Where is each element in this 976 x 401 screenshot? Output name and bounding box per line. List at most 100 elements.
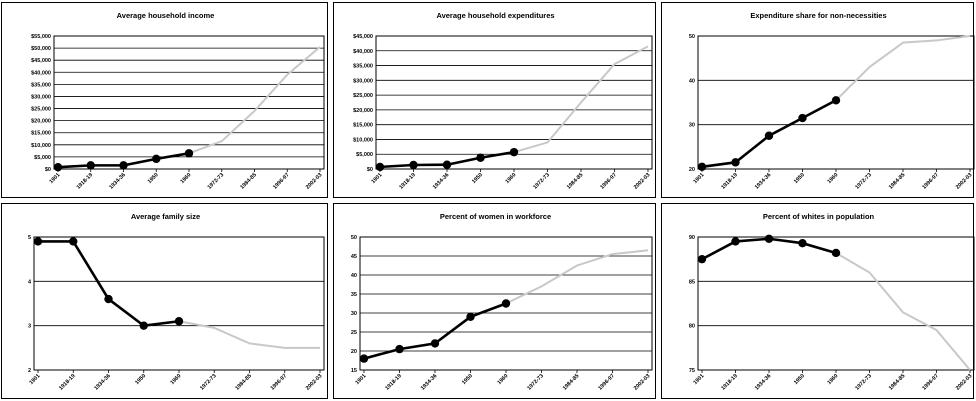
y-tick-label: $30,000 <box>31 94 51 100</box>
series-line-later <box>505 249 649 305</box>
y-tick-label: 2 <box>28 368 31 374</box>
data-point <box>409 160 418 170</box>
x-tick-label: 1950 <box>793 172 806 185</box>
chart-title: Percent of whites in population <box>763 212 875 221</box>
data-point <box>697 254 707 264</box>
x-tick-label: 1960 <box>497 373 510 386</box>
x-tick-label: 1950 <box>793 373 806 386</box>
data-point <box>375 162 385 172</box>
chart-title: Average family size <box>131 212 200 221</box>
x-tick-label: 1901 <box>371 172 384 185</box>
data-point <box>119 161 128 170</box>
y-tick-label: 85 <box>689 279 695 285</box>
chart-title: Expenditure share for non-necessities <box>750 11 886 20</box>
x-tick-label: 1960 <box>827 172 840 185</box>
x-tick-label: 1996-97 <box>270 373 289 392</box>
x-tick-label: 1960 <box>180 172 193 185</box>
x-tick-label: 1996-97 <box>921 373 940 392</box>
y-tick-label: $20,000 <box>353 108 373 114</box>
data-point <box>798 113 807 123</box>
data-point <box>395 344 404 354</box>
data-point <box>152 154 161 164</box>
y-tick-label: $30,000 <box>353 78 373 84</box>
y-tick-label: 50 <box>351 235 357 241</box>
y-tick-label: 20 <box>689 167 695 173</box>
x-tick-label: 1984-85 <box>239 172 258 191</box>
y-tick-label: 90 <box>689 235 695 241</box>
data-point <box>86 161 95 170</box>
y-tick-label: $25,000 <box>353 93 373 99</box>
y-tick-label: $0 <box>367 167 373 173</box>
y-tick-label: $15,000 <box>353 123 373 129</box>
chart-svg: Average household income $0 $5,000 $10,000 $… <box>31 11 325 191</box>
y-tick-label: 40 <box>351 273 357 279</box>
data-point <box>476 153 485 162</box>
data-point <box>69 237 78 246</box>
y-tick-label: 30 <box>351 311 357 317</box>
x-tick-label: 1972-73 <box>526 373 545 392</box>
y-tick-label: $45,000 <box>31 58 51 64</box>
y-tick-label: $0 <box>45 167 51 173</box>
x-tick-label: 1972-73 <box>207 172 226 191</box>
data-point <box>697 162 707 171</box>
series-line-later <box>835 35 971 101</box>
x-tick-label: 1934-36 <box>108 172 127 191</box>
y-tick-label: 5 <box>28 235 31 241</box>
chart-title: Average household expenditures <box>436 11 554 20</box>
data-point <box>831 96 841 105</box>
y-tick-label: $45,000 <box>353 34 373 40</box>
y-tick-label: 20 <box>351 349 357 355</box>
data-point <box>731 158 740 167</box>
x-tick-label: 1950 <box>471 172 484 185</box>
x-tick-label: 1901 <box>693 373 706 386</box>
x-tick-label: 1934-36 <box>420 373 439 392</box>
chart-panel-4: Average family size 2 3 4 5 1901 1918-19 1934-3… <box>1 203 328 399</box>
x-tick-label: 1984-85 <box>888 373 907 392</box>
x-tick-label: 1934-36 <box>93 373 112 392</box>
data-point <box>466 312 475 321</box>
x-tick-label: 2002-03 <box>955 373 974 392</box>
data-point <box>731 237 740 246</box>
chart-svg: Percent of whites in population 75 80 85 90 1… <box>689 212 975 392</box>
x-tick-label: 1984-85 <box>562 373 581 392</box>
data-point <box>831 248 841 258</box>
data-point <box>509 147 519 157</box>
x-tick-label: 2002-03 <box>955 172 974 191</box>
x-tick-label: 1918-19 <box>384 373 403 392</box>
data-point <box>501 299 511 308</box>
y-tick-label: 35 <box>351 292 357 298</box>
chart-panel-6: Percent of whites in population 75 80 85 90 1… <box>661 203 975 399</box>
x-tick-label: 1901 <box>355 373 368 386</box>
chart-panel-2: Average household expenditures $0 $5,000 $1… <box>333 2 656 198</box>
data-point <box>104 294 113 304</box>
series-line-later <box>178 320 320 349</box>
x-tick-label: 1972-73 <box>532 172 551 191</box>
x-tick-label: 1901 <box>29 373 42 386</box>
y-tick-label: $15,000 <box>31 131 51 137</box>
y-tick-label: $5,000 <box>34 155 51 161</box>
x-tick-label: 1960 <box>505 172 518 185</box>
x-tick-label: 2002-03 <box>633 373 652 392</box>
series-line-later <box>513 45 649 154</box>
plot-frame <box>53 35 325 170</box>
y-tick-label: 40 <box>689 78 695 84</box>
x-tick-label: 1950 <box>134 373 147 386</box>
y-tick-label: 80 <box>689 324 695 330</box>
x-tick-label: 1901 <box>49 172 62 185</box>
x-tick-label: 1996-97 <box>272 172 291 191</box>
data-point <box>764 131 774 140</box>
x-tick-label: 1972-73 <box>199 373 218 392</box>
series-line-later <box>188 46 321 155</box>
y-tick-label: 25 <box>351 330 357 336</box>
y-tick-label: $50,000 <box>31 46 51 52</box>
y-tick-label: $35,000 <box>353 64 373 70</box>
x-tick-label: 1984-85 <box>888 172 907 191</box>
x-tick-label: 1996-97 <box>599 172 618 191</box>
x-tick-label: 2002-03 <box>305 373 324 392</box>
chart-panel-1: Average household income $0 $5,000 $10,000 $… <box>1 2 328 198</box>
chart-panel-5: Percent of women in workforce 15 20 25 30 35 4… <box>333 203 656 399</box>
x-tick-label: 1972-73 <box>854 373 873 392</box>
x-tick-label: 1950 <box>461 373 474 386</box>
y-tick-label: 3 <box>28 324 31 330</box>
